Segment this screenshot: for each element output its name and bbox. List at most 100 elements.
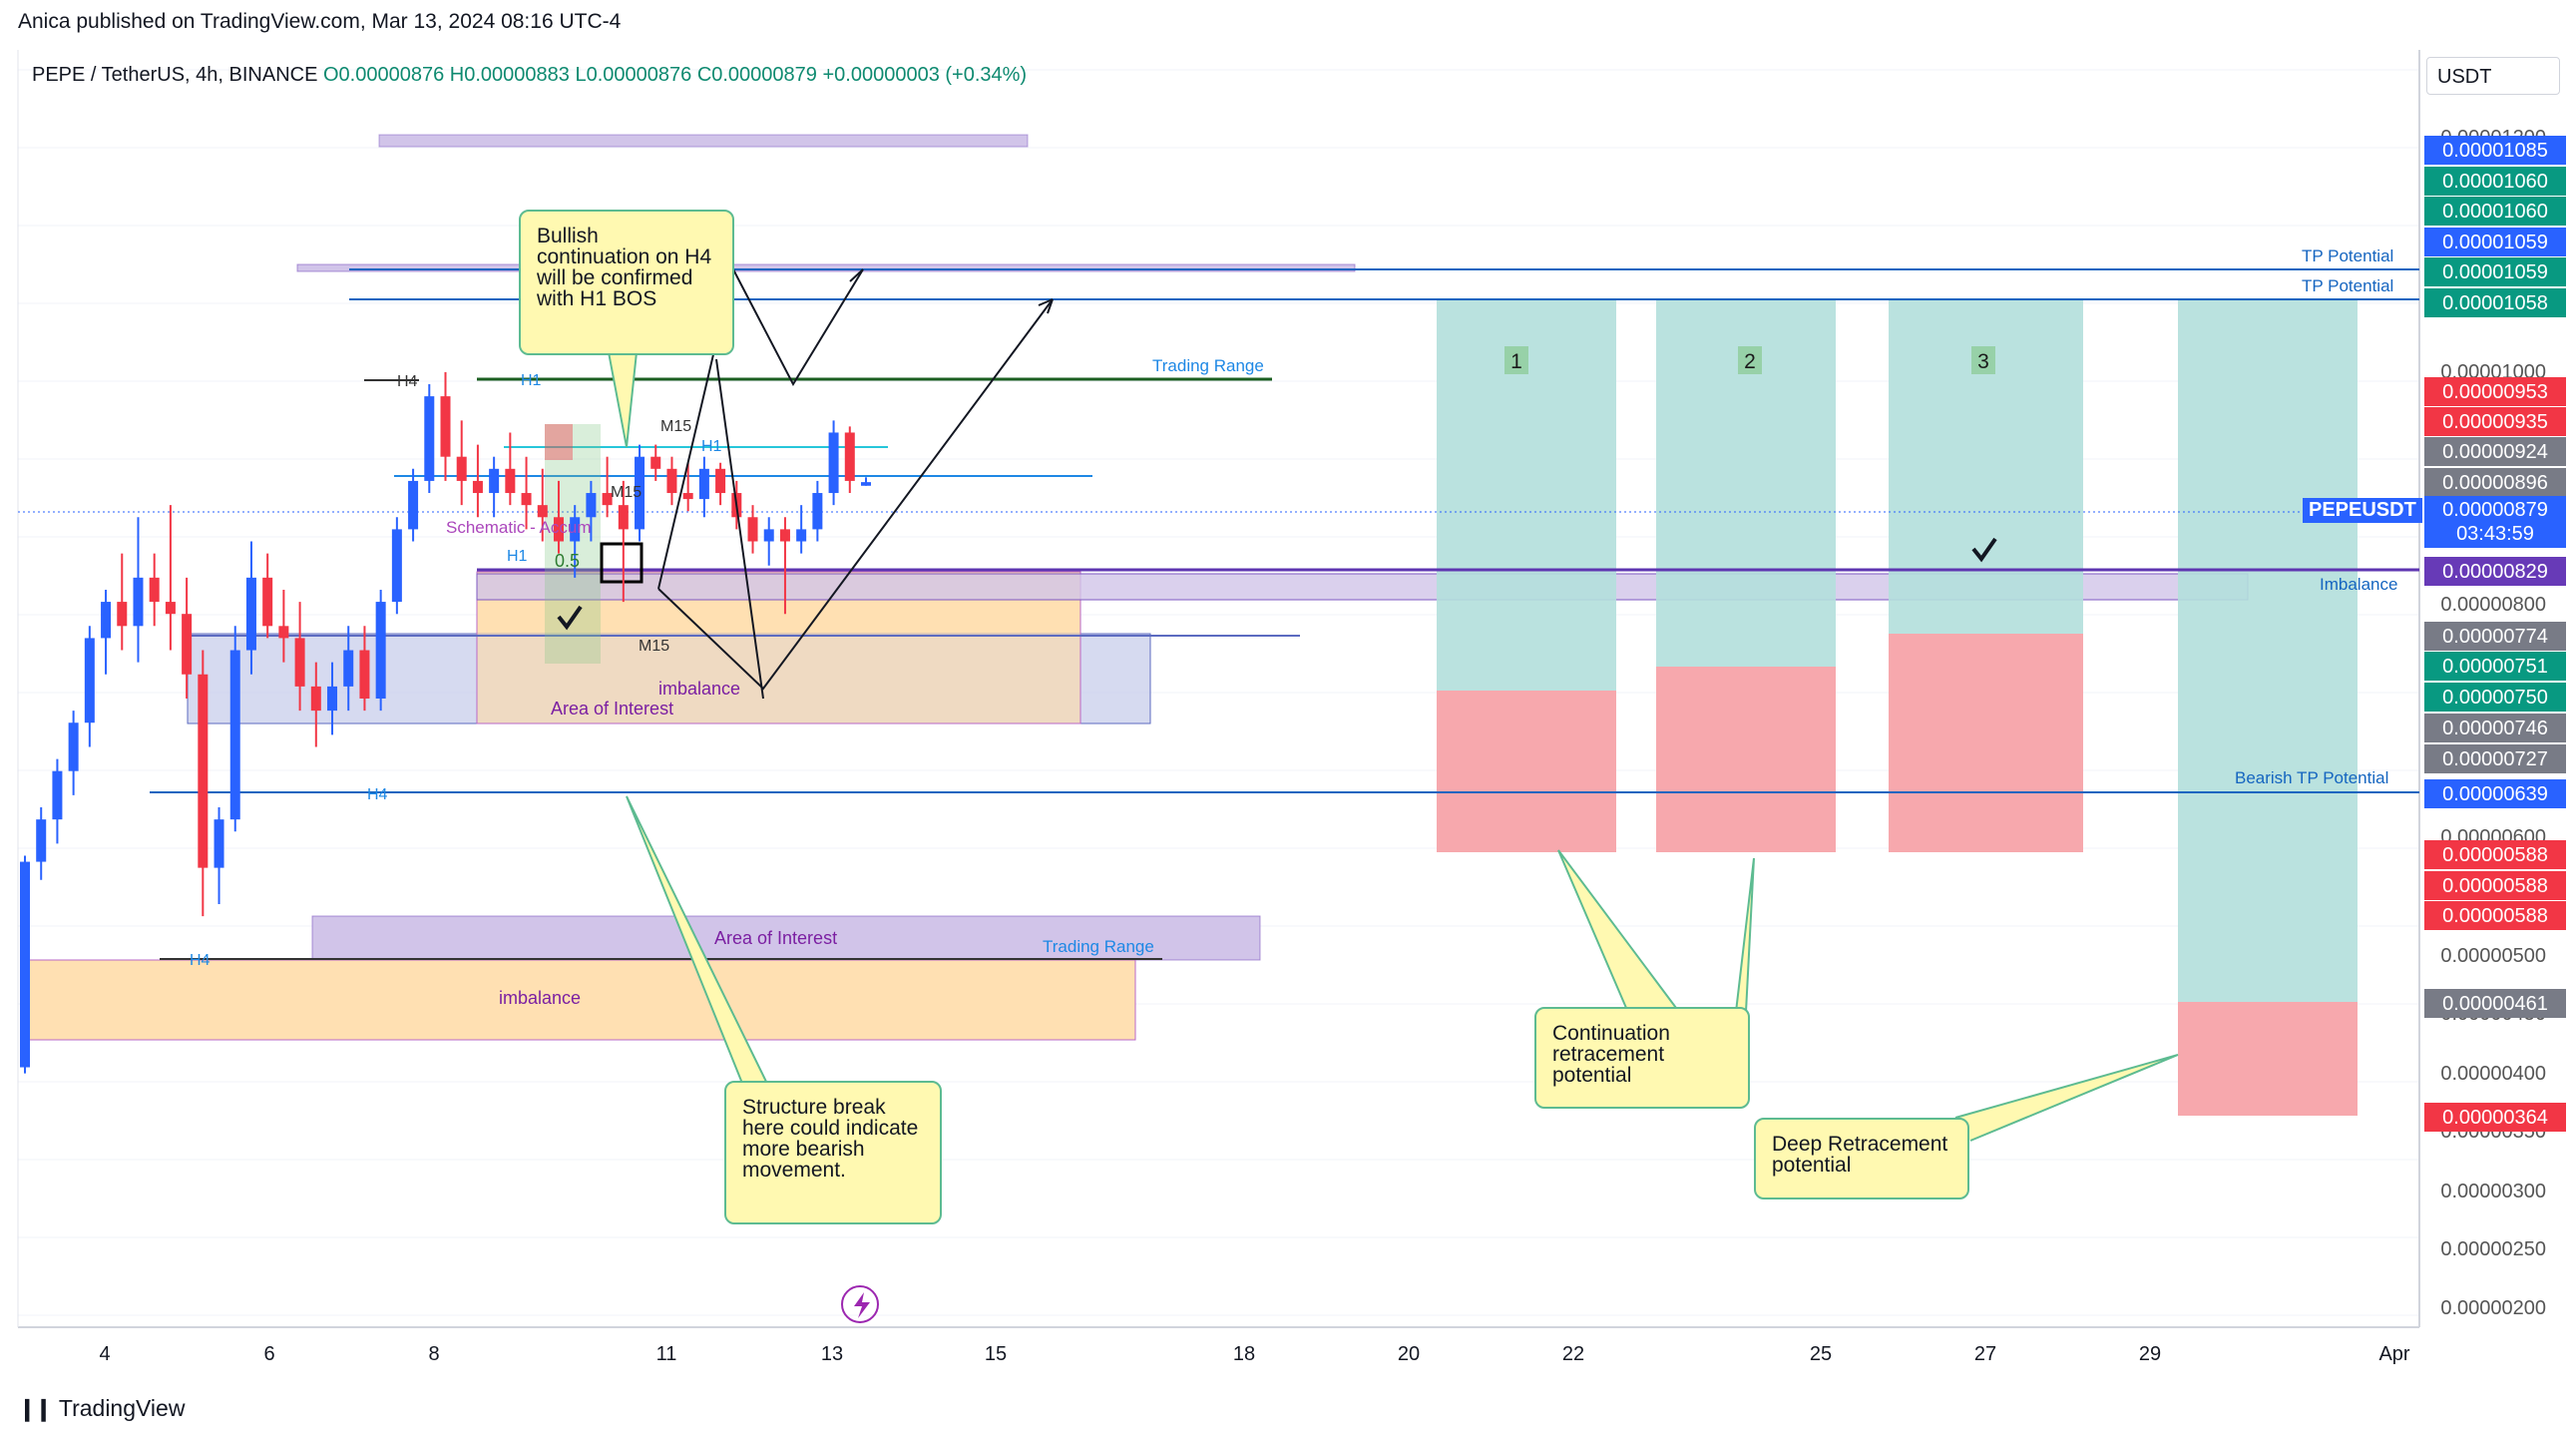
trading-range-top-label: Trading Range bbox=[1152, 356, 1264, 375]
candle-body bbox=[715, 468, 726, 494]
callout-pointer-continuation-2 bbox=[1735, 857, 1755, 1013]
price-label-bg bbox=[2424, 468, 2566, 497]
y-tick-label: 0.00000800 bbox=[2440, 594, 2546, 616]
candle-body bbox=[52, 770, 63, 820]
y-tick-label: 0.00000300 bbox=[2440, 1181, 2546, 1202]
candle-body bbox=[20, 861, 30, 1068]
x-tick-label: 11 bbox=[656, 1343, 677, 1365]
price-label-bg bbox=[2424, 437, 2566, 466]
x-tick-label: 22 bbox=[1562, 1343, 1584, 1365]
price-label-bg bbox=[2424, 167, 2566, 196]
imbalance-zone-top-border bbox=[476, 571, 1081, 724]
scenario-1-label: 1 bbox=[1510, 350, 1522, 373]
price-label-bg bbox=[2424, 714, 2566, 742]
candle-body bbox=[165, 602, 176, 615]
m15-label-bottom: M15 bbox=[639, 638, 669, 655]
x-tick-label: 4 bbox=[99, 1343, 110, 1365]
y-tick-label: 0.00000200 bbox=[2440, 1297, 2546, 1319]
price-label: 0.00001058 bbox=[2442, 292, 2548, 314]
bearish-tp-label: Bearish TP Potential bbox=[2235, 768, 2388, 787]
x-tick-label: 13 bbox=[821, 1343, 843, 1365]
price-label: 0.00000924 bbox=[2442, 441, 2548, 463]
x-tick-label: 15 bbox=[985, 1343, 1007, 1365]
candle-body bbox=[861, 482, 871, 486]
scenario-2-tag bbox=[1738, 346, 1762, 374]
publisher-header: Anica published on TradingView.com, Mar … bbox=[18, 10, 622, 33]
candle-body bbox=[779, 529, 790, 542]
callout-structure: Structure break here could indicate more… bbox=[724, 1081, 942, 1224]
candle-body bbox=[198, 674, 209, 868]
price-label: 0.00000746 bbox=[2442, 718, 2548, 739]
candle-body bbox=[327, 686, 338, 712]
symbol-pair[interactable]: PEPE / TetherUS, 4h, BINANCE bbox=[32, 64, 318, 86]
y-tick-label: 0.00000400 bbox=[2440, 1063, 2546, 1085]
candle-body bbox=[505, 468, 516, 494]
price-label-bg bbox=[2424, 1103, 2566, 1132]
price-tag-box: 0.00000879 03:43:59 bbox=[2424, 496, 2566, 548]
projection-path-2 bbox=[657, 298, 1054, 691]
price-label-bg bbox=[2424, 288, 2566, 317]
area-of-interest-bottom-label: Area of Interest bbox=[714, 928, 837, 948]
callout-pointer-bullish bbox=[608, 351, 638, 448]
lightning-icon bbox=[854, 1292, 870, 1318]
candle-body bbox=[359, 650, 370, 699]
candle-body bbox=[214, 819, 224, 868]
candle-body bbox=[635, 456, 645, 530]
x-axis-ticks: 4 6 8 11 13 15 18 20 22 25 27 29 Apr bbox=[99, 1343, 2409, 1365]
candle-body bbox=[796, 529, 807, 542]
accumulation-sl bbox=[545, 424, 573, 460]
x-tick-label: Apr bbox=[2378, 1343, 2409, 1365]
candle-body bbox=[391, 529, 402, 603]
candle-body bbox=[812, 493, 823, 530]
price-labels: 0.00001085 0.00001060 0.00001060 0.00001059… bbox=[2424, 136, 2566, 1132]
currency-button[interactable]: USDT bbox=[2426, 57, 2560, 95]
imbalance-top-label: imbalance bbox=[658, 679, 740, 699]
price-label-bg bbox=[2424, 871, 2566, 900]
price-label-bg bbox=[2424, 989, 2566, 1018]
candle-body bbox=[844, 432, 855, 481]
symbol-price-tag: PEPEUSDT bbox=[2303, 498, 2422, 523]
area-interest-zone-bottom bbox=[311, 915, 1261, 961]
price-label-bg bbox=[2424, 683, 2566, 712]
x-tick-label: 8 bbox=[428, 1343, 439, 1365]
sl-box-1 bbox=[1437, 691, 1616, 852]
y-tick-label: 0.00000250 bbox=[2440, 1238, 2546, 1260]
price-label: 0.00001060 bbox=[2442, 171, 2548, 193]
candle-body bbox=[84, 638, 95, 723]
price-label: 0.00000588 bbox=[2442, 844, 2548, 866]
candle-body bbox=[310, 686, 321, 712]
candle-body bbox=[747, 517, 758, 542]
tp-box-deep bbox=[2178, 299, 2358, 1002]
price-label-bg bbox=[2424, 901, 2566, 930]
price-label: 0.00000588 bbox=[2442, 905, 2548, 927]
candle-body bbox=[521, 493, 532, 506]
ohlc-low: L0.00000876 bbox=[575, 64, 692, 86]
candle-body bbox=[553, 517, 564, 542]
tp-potential-label-1: TP Potential bbox=[2302, 246, 2393, 265]
price-label: 0.00000364 bbox=[2442, 1107, 2548, 1129]
price-label: 0.00000935 bbox=[2442, 411, 2548, 433]
tradingview-logo-icon: ❙❙ bbox=[18, 1395, 53, 1421]
h1-label-top: H1 bbox=[521, 372, 542, 389]
h1-label-left: H1 bbox=[507, 548, 528, 565]
lightning-icon-ring bbox=[841, 1285, 879, 1323]
candle-body bbox=[245, 577, 256, 651]
price-label: 0.00001059 bbox=[2442, 261, 2548, 283]
scenario-1-tag bbox=[1504, 346, 1528, 374]
candle-body bbox=[570, 517, 581, 542]
m15-label-mid: M15 bbox=[611, 484, 642, 501]
accumulation-box bbox=[600, 542, 644, 584]
price-label: 0.00001060 bbox=[2442, 201, 2548, 223]
candle-body bbox=[375, 602, 386, 699]
x-tick-label: 27 bbox=[1974, 1343, 1996, 1365]
footer-brand: ❙❙ TradingView bbox=[18, 1395, 185, 1422]
candle-body bbox=[36, 819, 47, 862]
price-label-bg bbox=[2424, 744, 2566, 773]
ohlc-change: +0.00000003 (+0.34%) bbox=[822, 64, 1028, 86]
candle-body bbox=[229, 650, 240, 820]
price-tag-price: 0.00000879 bbox=[2442, 499, 2548, 521]
price-label-bg bbox=[2424, 622, 2566, 651]
projection-path-1 bbox=[657, 266, 864, 590]
price-label-bg bbox=[2424, 228, 2566, 256]
